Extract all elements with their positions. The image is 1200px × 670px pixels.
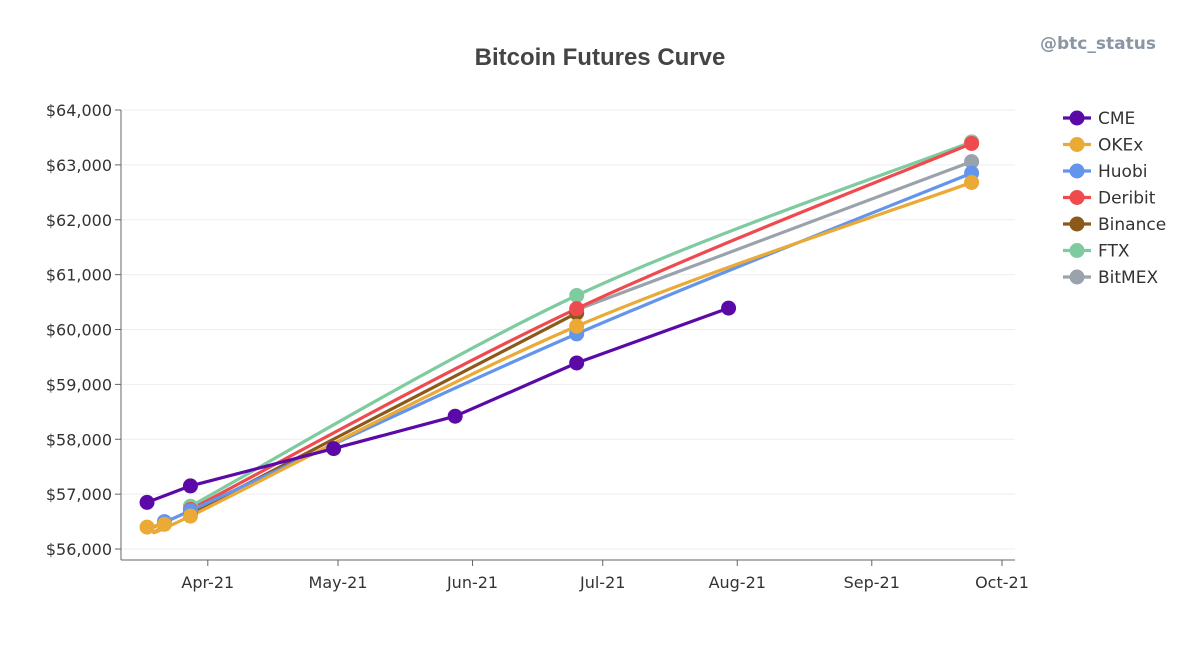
data-point-okex (182, 508, 198, 524)
x-tick-label: Jun-21 (446, 573, 498, 592)
data-point-deribit (964, 135, 980, 151)
data-point-cme (182, 478, 198, 494)
data-point-cme (569, 355, 585, 371)
legend-label-cme: CME (1098, 109, 1135, 129)
legend-label-okex: OKEx (1098, 136, 1143, 156)
x-tick-label: Apr-21 (181, 573, 234, 592)
x-tick-label: Oct-21 (975, 573, 1029, 592)
grid-lines (121, 109, 1015, 550)
data-point-cme (447, 408, 463, 424)
chart-title: Bitcoin Futures Curve (474, 44, 726, 71)
legend-label-binance: Binance (1098, 215, 1166, 235)
y-tick-label: $63,000 (46, 156, 112, 175)
legend-marker-cme (1069, 110, 1085, 126)
y-tick-label: $64,000 (46, 101, 112, 120)
data-point-okex (569, 318, 585, 334)
legend-item-deribit: Deribit (1063, 189, 1156, 209)
data-point-okex (139, 519, 155, 535)
legend-label-ftx: FTX (1098, 242, 1130, 262)
data-point-cme (326, 441, 342, 457)
legend-item-ftx: FTX (1063, 242, 1130, 262)
data-point-cme (721, 300, 737, 316)
x-tick-label: Jul-21 (579, 573, 625, 592)
y-tick-label: $57,000 (46, 485, 112, 504)
series-lines (145, 140, 974, 535)
y-tick-label: $60,000 (46, 321, 112, 340)
data-point-bitmex (964, 154, 980, 170)
series-points (139, 134, 980, 535)
legend-marker-binance (1069, 216, 1085, 232)
series-line-cme (145, 306, 731, 504)
data-point-ftx (569, 287, 585, 303)
legend-item-bitmex: BitMEX (1063, 268, 1158, 288)
axes: $56,000 $57,000 $58,000 $59,000 $60,000 $61,0… (46, 101, 1029, 592)
watermark-handle: @btc_status (1040, 34, 1156, 54)
x-tick-label: May-21 (309, 573, 368, 592)
legend: CME OKEx Huobi Deribit Binance FTX BitMEX (1063, 109, 1166, 288)
data-point-cme (139, 494, 155, 510)
legend-label-bitmex: BitMEX (1098, 268, 1158, 288)
x-tick-label: Aug-21 (709, 573, 766, 592)
y-tick-label: $61,000 (46, 266, 112, 285)
series-line-bitmex (575, 159, 974, 312)
legend-label-huobi: Huobi (1098, 162, 1147, 182)
legend-marker-huobi (1069, 163, 1085, 179)
y-tick-label: $56,000 (46, 540, 112, 559)
y-tick-label: $59,000 (46, 375, 112, 394)
legend-label-deribit: Deribit (1098, 189, 1156, 209)
legend-marker-ftx (1069, 243, 1085, 258)
legend-marker-deribit (1069, 190, 1085, 205)
legend-marker-bitmex (1069, 269, 1085, 285)
series-line-okex (145, 180, 974, 535)
y-tick-label: $58,000 (46, 430, 112, 449)
legend-item-binance: Binance (1063, 215, 1166, 235)
legend-item-okex: OKEx (1063, 136, 1143, 156)
y-tick-label: $62,000 (46, 211, 112, 230)
legend-item-cme: CME (1063, 109, 1135, 129)
data-point-okex (964, 174, 980, 190)
x-tick-label: Sep-21 (844, 573, 900, 592)
legend-item-huobi: Huobi (1063, 162, 1147, 182)
data-point-okex (156, 516, 172, 532)
data-point-deribit (569, 301, 585, 317)
legend-marker-okex (1069, 137, 1085, 152)
